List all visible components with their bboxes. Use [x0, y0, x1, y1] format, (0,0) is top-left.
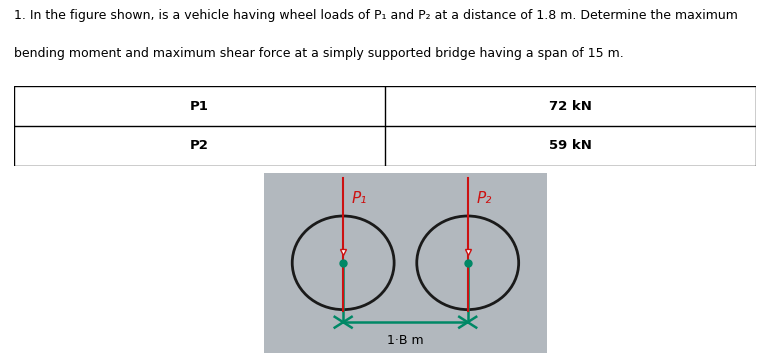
- Text: 59 kN: 59 kN: [549, 139, 592, 152]
- Text: P1: P1: [190, 100, 209, 113]
- Text: P2: P2: [190, 139, 209, 152]
- Text: P₂: P₂: [476, 191, 492, 206]
- Text: 72 kN: 72 kN: [549, 100, 592, 113]
- Text: P₁: P₁: [352, 191, 367, 206]
- Text: bending moment and maximum shear force at a simply supported bridge having a spa: bending moment and maximum shear force a…: [14, 47, 623, 60]
- Text: 1. In the figure shown, is a vehicle having wheel loads of P₁ and P₂ at a distan: 1. In the figure shown, is a vehicle hav…: [14, 9, 737, 22]
- Text: 1·B m: 1·B m: [387, 334, 424, 347]
